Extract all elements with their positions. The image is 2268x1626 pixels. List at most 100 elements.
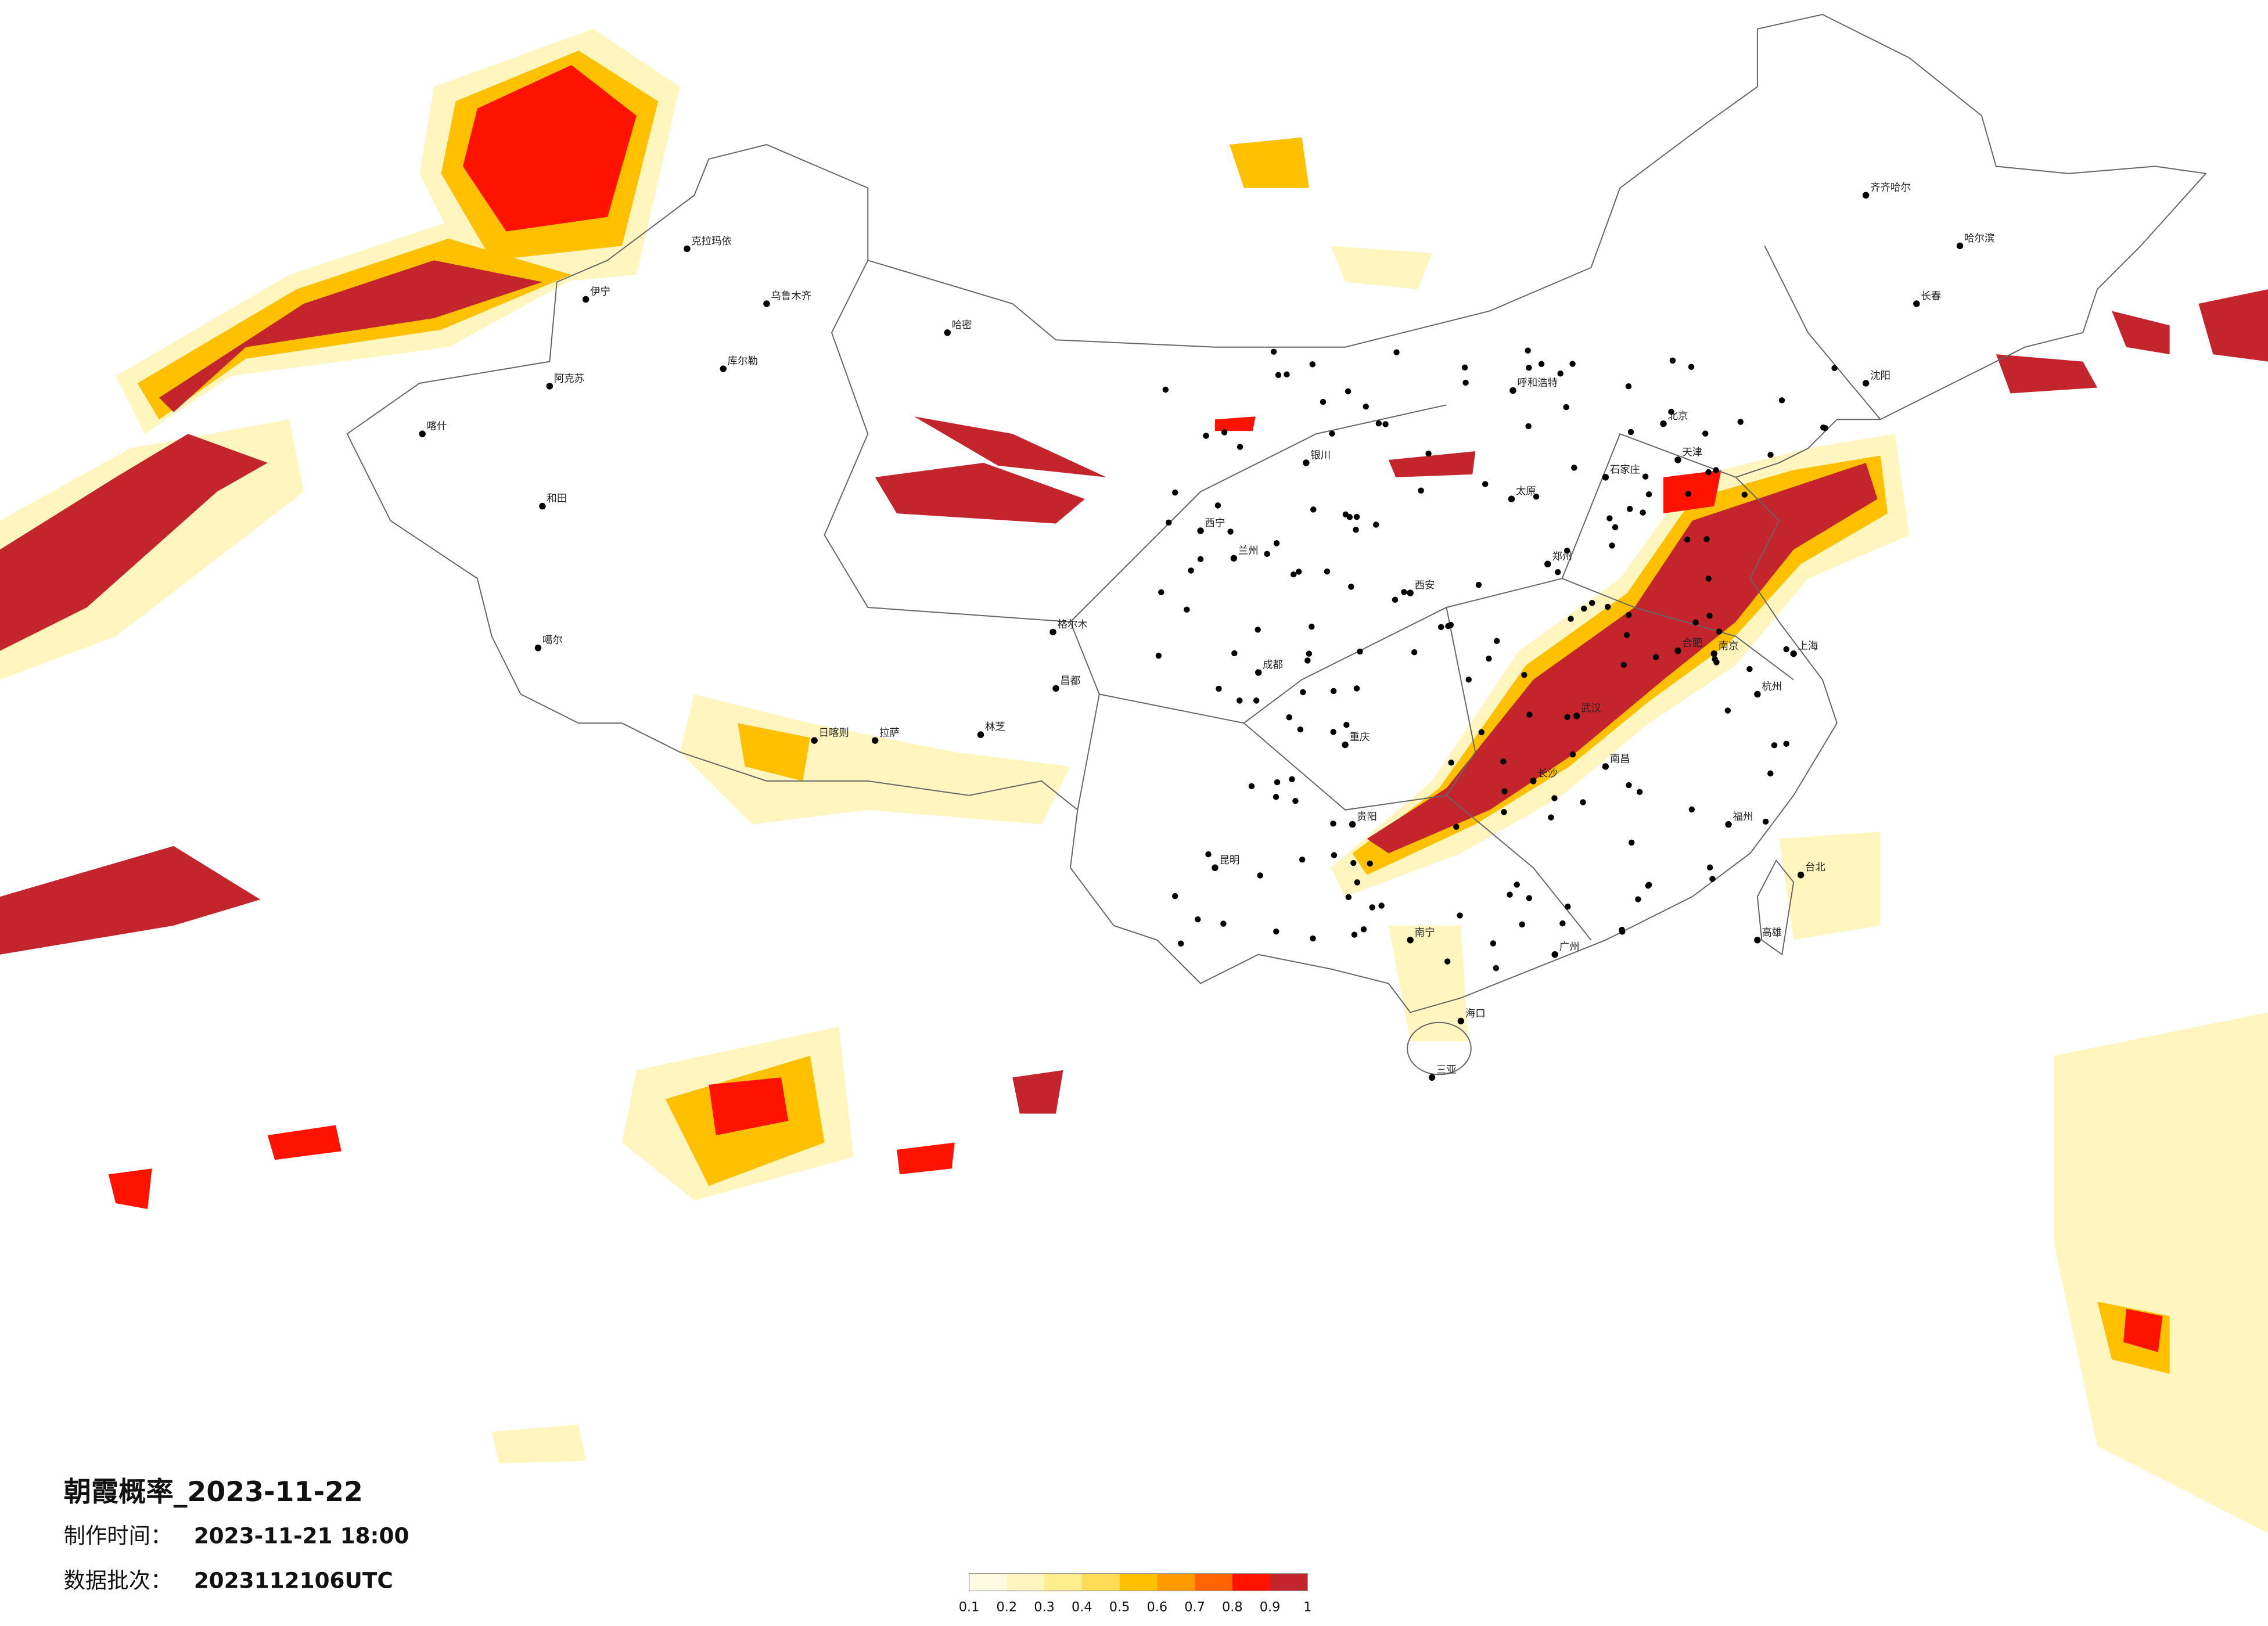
- station-dot: [1554, 569, 1561, 575]
- station-dot: [1188, 567, 1194, 574]
- station-dot: [1289, 776, 1295, 783]
- station-dot: [1724, 707, 1731, 714]
- station-dot: [1295, 569, 1302, 575]
- station-dot: [1706, 613, 1713, 619]
- station-dot: [1606, 515, 1613, 521]
- station-dot: [1565, 904, 1571, 910]
- station-dot: [1248, 783, 1255, 790]
- hainan: [1407, 1021, 1472, 1075]
- station-dot: [1713, 467, 1719, 473]
- station-dot: [1612, 524, 1619, 531]
- city-label: 哈密: [952, 319, 972, 331]
- station-dot: [1299, 857, 1306, 863]
- legend-frame: [968, 1573, 1308, 1592]
- station-dot: [1237, 444, 1243, 450]
- station-dot: [1369, 904, 1375, 911]
- station-dot: [1604, 603, 1611, 610]
- station-dot: [1401, 589, 1407, 595]
- station-dot: [1345, 894, 1352, 901]
- station-dot: [1831, 365, 1838, 372]
- station-dot: [1588, 600, 1595, 606]
- city-dot: [1303, 459, 1310, 466]
- station-dot: [1392, 596, 1399, 603]
- city-dot: [1407, 589, 1414, 596]
- station-dot: [1309, 623, 1315, 630]
- city-label: 重庆: [1350, 732, 1370, 743]
- station-dot: [1292, 797, 1299, 804]
- station-dot: [1538, 361, 1545, 368]
- station-dot: [1158, 589, 1164, 596]
- station-dot: [1354, 879, 1361, 886]
- city-dot: [582, 296, 590, 303]
- station-dot: [1300, 689, 1306, 696]
- city-label: 南昌: [1610, 753, 1630, 765]
- station-dot: [1273, 794, 1279, 800]
- station-dot: [1526, 711, 1533, 718]
- legend-swatch: [1270, 1573, 1308, 1591]
- station-dot: [1320, 398, 1327, 405]
- city-label: 广州: [1559, 941, 1580, 953]
- city-label: 呼和浩特: [1517, 377, 1558, 389]
- province-lines: [824, 245, 1881, 941]
- city-dot: [1349, 821, 1356, 828]
- station-dot: [1353, 527, 1359, 533]
- city-dot: [1710, 650, 1717, 657]
- station-dot: [1367, 860, 1373, 867]
- station-dot: [1705, 575, 1712, 582]
- station-dot: [1493, 965, 1500, 972]
- city-dot: [1407, 937, 1414, 944]
- station-dot: [1363, 403, 1369, 410]
- station-dot: [1525, 423, 1532, 430]
- station-dot: [1273, 540, 1280, 546]
- station-dot: [1411, 649, 1418, 656]
- legend-tick-label: 0.4: [1072, 1599, 1092, 1614]
- city-dot: [811, 737, 818, 744]
- station-dot: [1297, 726, 1304, 733]
- station-dot: [1310, 506, 1317, 513]
- city-dot: [944, 329, 951, 336]
- station-dot: [1331, 852, 1338, 858]
- station-dot: [1685, 491, 1692, 497]
- city-label: 福州: [1733, 811, 1753, 823]
- made-time-value: 2023-11-21 18:00: [194, 1523, 409, 1548]
- station-dot: [1418, 487, 1424, 494]
- station-dot: [1375, 420, 1382, 427]
- legend-tick-label: 0.8: [1222, 1599, 1243, 1614]
- legend-swatch: [1157, 1573, 1195, 1591]
- city-label: 长沙: [1537, 768, 1558, 779]
- station-dot: [1507, 891, 1513, 898]
- city-dot: [871, 737, 879, 744]
- city-label: 西宁: [1205, 518, 1225, 530]
- station-dot: [1393, 349, 1400, 355]
- city-dot: [1551, 951, 1558, 958]
- city-label: 南宁: [1415, 927, 1435, 938]
- city-dot: [419, 430, 426, 437]
- station-dot: [1762, 818, 1769, 825]
- batch-value: 2023112106UTC: [194, 1568, 393, 1593]
- city-dot: [1530, 778, 1537, 785]
- station-dot: [1609, 542, 1615, 549]
- station-dot: [1688, 806, 1695, 813]
- legend-tick-label: 0.7: [1184, 1599, 1205, 1614]
- station-dot: [1767, 452, 1774, 458]
- station-dot: [1275, 372, 1282, 379]
- city-label: 郑州: [1552, 551, 1572, 563]
- city-label: 高雄: [1762, 927, 1782, 938]
- city-dot: [1212, 864, 1219, 871]
- station-dot: [1166, 519, 1172, 526]
- station-dot: [1330, 729, 1336, 735]
- city-dot: [1049, 628, 1056, 636]
- patch-max: [0, 260, 2268, 1114]
- city-dot: [1342, 741, 1349, 749]
- station-dot: [1771, 742, 1778, 749]
- station-dot: [1820, 424, 1827, 431]
- city-dot: [1428, 1074, 1436, 1081]
- station-dot: [1351, 931, 1358, 938]
- station-dot: [1425, 450, 1432, 457]
- legend: 0.1 0.2 0.3 0.4 0.5 0.6 0.7 0.8 0.9 1: [959, 1573, 1311, 1614]
- station-dot: [1345, 388, 1352, 395]
- station-dot: [1635, 896, 1641, 902]
- station-dot: [1342, 511, 1349, 518]
